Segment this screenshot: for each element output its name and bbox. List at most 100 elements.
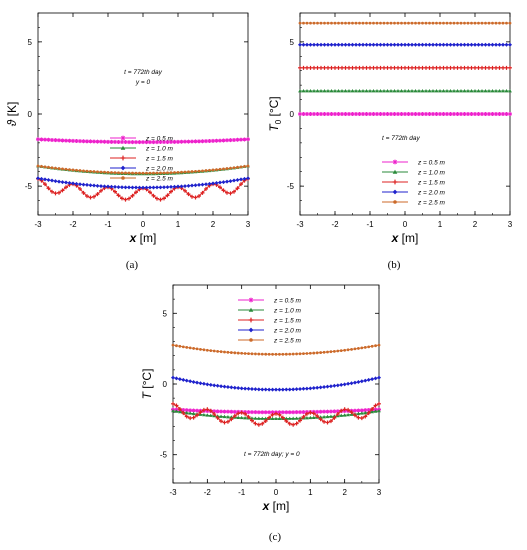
data-point (239, 165, 243, 169)
data-point (239, 177, 243, 182)
data-point (410, 65, 414, 70)
data-point (277, 416, 282, 421)
data-point (222, 420, 227, 425)
data-point (356, 408, 361, 413)
data-point (221, 188, 226, 193)
data-point (211, 168, 215, 172)
data-point (215, 168, 218, 172)
data-point (382, 112, 386, 116)
data-point (144, 185, 149, 190)
data-point (221, 138, 226, 143)
data-point (322, 385, 327, 390)
data-point (270, 410, 275, 415)
data-point (389, 65, 393, 70)
data-point (377, 375, 381, 380)
data-point (497, 89, 502, 93)
data-point (186, 183, 191, 188)
data-point (134, 140, 138, 145)
data-point (229, 417, 234, 422)
data-point (179, 139, 184, 144)
data-point (74, 181, 79, 186)
data-point (291, 416, 296, 420)
data-point (396, 42, 400, 47)
data-point (366, 411, 371, 416)
series-2 (298, 65, 512, 70)
data-point (452, 112, 456, 116)
data-point (363, 345, 367, 349)
data-point (319, 42, 323, 47)
data-point (208, 382, 213, 387)
data-point (239, 137, 243, 142)
data-point (212, 349, 216, 353)
x-tick-label: -2 (69, 220, 77, 229)
data-point (325, 420, 330, 425)
data-point (235, 137, 240, 142)
data-point (382, 65, 386, 70)
data-point (473, 89, 477, 93)
data-point (357, 65, 362, 70)
data-point (370, 377, 375, 382)
data-point (155, 196, 159, 201)
data-point (392, 89, 397, 93)
data-point (176, 139, 180, 144)
y-axis-label: T [°C] (140, 369, 154, 400)
data-point (462, 89, 467, 93)
data-point (232, 414, 237, 419)
data-point (165, 185, 170, 190)
data-point (375, 112, 379, 116)
data-point (399, 42, 404, 47)
data-point (151, 185, 156, 190)
data-point (134, 185, 138, 190)
data-point (99, 170, 103, 174)
data-point (337, 21, 340, 25)
data-point (60, 180, 65, 185)
data-point (315, 112, 320, 116)
data-point (280, 415, 285, 420)
data-point (195, 380, 200, 385)
data-point (214, 138, 219, 143)
series-2 (171, 401, 381, 427)
data-point (287, 416, 292, 420)
data-point (184, 410, 189, 415)
data-point (469, 112, 474, 116)
data-point (346, 381, 351, 386)
data-point (363, 378, 368, 383)
y-axis-label: ϑ [K] (5, 102, 19, 127)
data-point (336, 65, 341, 70)
data-point (316, 21, 319, 25)
x-tick-label: 1 (176, 220, 181, 229)
data-point (278, 352, 281, 356)
data-point (78, 169, 82, 172)
data-point (312, 351, 316, 355)
data-point (177, 409, 182, 414)
data-point (466, 65, 470, 70)
data-point (124, 171, 127, 175)
data-point (191, 379, 196, 384)
series-3 (298, 42, 512, 47)
data-point (199, 347, 202, 351)
data-point (389, 42, 393, 47)
data-point (205, 413, 210, 417)
data-point (340, 89, 344, 93)
data-point (351, 21, 354, 25)
data-point (335, 383, 340, 388)
data-point (470, 21, 473, 25)
data-point (396, 89, 400, 93)
data-point (483, 112, 488, 116)
data-point (39, 137, 44, 142)
data-point (347, 21, 351, 25)
data-point (284, 410, 289, 415)
data-point (508, 65, 512, 70)
data-point (74, 138, 79, 143)
data-point (232, 166, 236, 170)
data-point (399, 112, 404, 116)
data-point (441, 42, 446, 47)
data-point (204, 139, 208, 144)
series-0 (298, 112, 512, 116)
x-tick-label: 2 (342, 488, 347, 497)
data-point (138, 171, 141, 175)
data-point (298, 21, 302, 25)
data-point (420, 112, 425, 116)
data-point (287, 387, 292, 392)
data-point (452, 89, 456, 93)
